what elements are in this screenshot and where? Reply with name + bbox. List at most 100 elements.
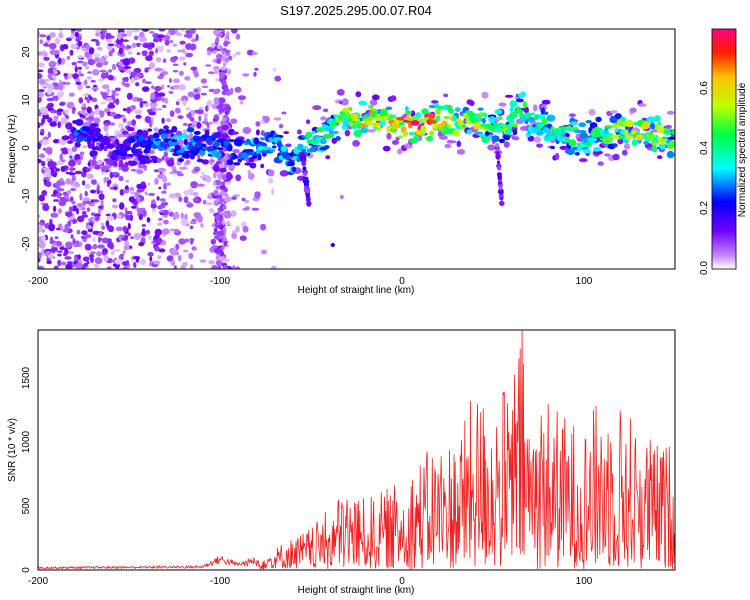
spectral-blob	[624, 129, 629, 135]
spectral-blob	[86, 167, 91, 172]
spectral-blob	[213, 29, 219, 36]
spectral-blob	[61, 261, 67, 266]
spectral-blob	[353, 129, 363, 138]
spectral-blob	[214, 199, 220, 203]
spectral-blob	[503, 134, 511, 141]
spectral-blob	[671, 130, 675, 135]
spectral-blob	[205, 105, 209, 112]
spectral-blob	[142, 209, 147, 217]
spectral-blob	[172, 212, 180, 220]
spectral-blob	[215, 214, 220, 222]
spectral-blob	[75, 240, 80, 247]
spectral-blob	[84, 190, 88, 197]
spectral-blob	[109, 111, 117, 117]
spectral-blob	[178, 56, 186, 61]
spectral-blob	[153, 127, 159, 132]
spectral-blob	[164, 97, 169, 104]
spectral-blob	[367, 129, 376, 133]
spectral-blob	[85, 117, 90, 121]
spectral-blob	[99, 57, 105, 64]
spectral-blob	[509, 100, 518, 108]
spectral-blob	[444, 143, 452, 149]
spectral-blob	[667, 136, 675, 140]
spectral-blob	[120, 33, 127, 37]
spectral-blob	[85, 92, 89, 98]
spectral-blob	[49, 162, 56, 167]
spectral-blob	[61, 150, 69, 155]
spectral-blob	[74, 170, 83, 175]
spectral-blob	[156, 158, 163, 162]
spectral-blob	[493, 122, 498, 129]
spectral-blob	[168, 90, 174, 95]
spectral-blob	[54, 37, 60, 45]
spectral-blob	[38, 241, 46, 249]
spectral-blob	[226, 159, 234, 166]
snr-panel: -200 -100 0 100 Height of straight line …	[7, 329, 676, 596]
spectral-blob	[167, 147, 172, 152]
spectral-blob	[87, 58, 96, 66]
spectral-blob	[456, 149, 466, 155]
spectral-blob	[89, 150, 96, 157]
spectral-blob	[215, 185, 221, 190]
spectral-blob	[99, 115, 104, 118]
spectral-blob	[103, 55, 109, 59]
spectral-blob	[170, 248, 178, 256]
spectral-blob	[225, 220, 231, 226]
spectral-blob	[158, 92, 166, 97]
spectral-blob	[91, 159, 97, 167]
spectral-blob	[106, 266, 112, 269]
spectral-blob	[221, 133, 229, 139]
spectral-blob	[100, 171, 107, 175]
spectral-blob	[74, 65, 78, 73]
spectral-blob	[240, 152, 249, 159]
spectral-blob	[85, 85, 91, 89]
spectral-blob	[630, 107, 637, 113]
spectral-blob	[41, 160, 46, 167]
spectral-blob	[138, 242, 145, 247]
spectral-blob	[145, 55, 153, 62]
spectral-blob	[488, 116, 496, 124]
spectral-blob	[158, 29, 166, 32]
spectral-blob	[47, 117, 53, 124]
spectral-blob	[502, 124, 509, 128]
spectral-blob	[157, 167, 167, 173]
spectral-blob	[211, 121, 220, 125]
spectral-blob	[136, 196, 141, 204]
spectral-blob	[57, 108, 64, 113]
spectral-blob	[542, 127, 551, 134]
spectral-blob	[161, 155, 165, 161]
spectral-blob	[172, 63, 179, 67]
spectral-blob	[439, 135, 448, 140]
spectral-blob	[49, 49, 57, 55]
spectral-blob	[204, 175, 212, 183]
spectral-blob	[114, 87, 121, 92]
spectral-blob	[132, 201, 138, 206]
spectral-blob	[60, 166, 66, 172]
spectral-blob	[60, 117, 68, 125]
spectral-blob	[302, 166, 307, 171]
spectral-blob	[48, 60, 57, 68]
spectral-blob	[297, 129, 302, 135]
spectral-blob	[45, 181, 52, 188]
spectral-blob	[139, 36, 148, 42]
spectral-blob	[415, 112, 422, 119]
spectral-blob	[217, 265, 222, 269]
spectral-blob	[196, 158, 205, 163]
spectral-blob	[574, 152, 580, 156]
spectral-blob	[496, 151, 500, 155]
spectral-blob	[82, 61, 88, 67]
spectral-blob	[134, 77, 141, 80]
spectral-blob	[564, 138, 571, 142]
spectral-blob	[133, 142, 141, 148]
spectral-blob	[89, 134, 96, 139]
spectral-blob	[156, 237, 163, 244]
spectral-blob	[100, 222, 105, 226]
spectral-blob	[148, 120, 153, 128]
spectral-blob	[148, 61, 156, 69]
spectral-blob	[47, 131, 51, 138]
spectral-blob	[195, 33, 199, 42]
spectral-blob	[172, 43, 178, 47]
spectral-blob	[335, 136, 341, 141]
spectral-blob	[53, 118, 59, 122]
